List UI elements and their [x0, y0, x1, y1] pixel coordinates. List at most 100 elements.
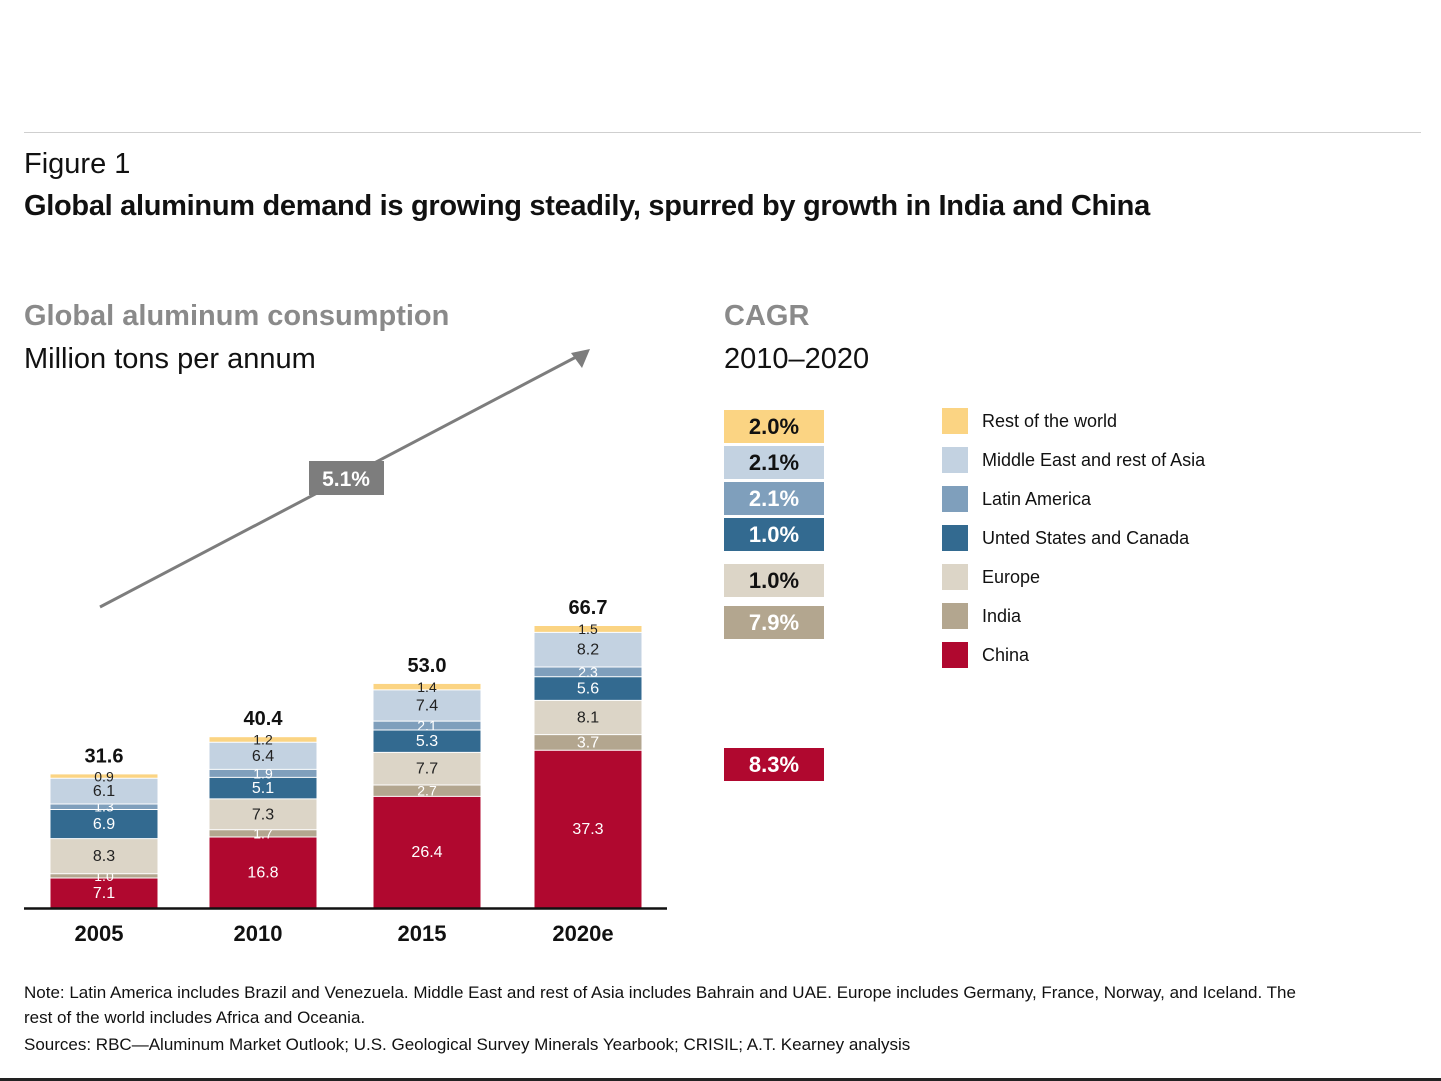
- bar-segment-unted-states-and-canada-2010: [209, 777, 317, 799]
- legend-swatch: [942, 603, 968, 629]
- legend-item-middle-east-asia: Middle East and rest of Asia: [942, 447, 1205, 473]
- segment-label-china: 26.4: [411, 844, 442, 861]
- legend-label: Europe: [982, 566, 1041, 587]
- bar-segment-unted-states-and-canada-2015: [373, 730, 481, 753]
- cagr-us-canada: 1.0%: [724, 518, 824, 551]
- legend-label: Rest of the world: [982, 410, 1118, 431]
- cagr-value: 2.1%: [748, 449, 800, 475]
- bar-segment-europe-2005: [50, 838, 158, 874]
- bar-segment-india-2015: [373, 784, 481, 797]
- segment-label-rest-of-the-world: 1.5: [578, 621, 598, 637]
- segment-label-india: 2.7: [417, 783, 437, 799]
- legend-swatch: [942, 564, 968, 590]
- legend-swatch: [942, 447, 968, 473]
- segment-label-middle-east-and-rest-of-asia: 8.2: [577, 642, 599, 659]
- legend-label: Middle East and rest of Asia: [982, 449, 1206, 470]
- bar-segment-china-2020e: [534, 750, 642, 908]
- growth-badge-label: 5.1%: [322, 468, 370, 491]
- x-tick-label: 2010: [234, 921, 283, 946]
- segment-label-unted-states-and-canada: 5.6: [577, 681, 599, 698]
- segment-label-europe: 8.3: [93, 848, 115, 865]
- cagr-value: 8.3%: [748, 751, 800, 777]
- segment-label-unted-states-and-canada: 5.1: [252, 780, 274, 797]
- bar-segment-unted-states-and-canada-2005: [50, 809, 158, 839]
- bar-segment-latin-america-2010: [209, 769, 317, 778]
- segment-label-rest-of-the-world: 1.2: [253, 732, 273, 748]
- figure-title: Global aluminum demand is growing steadi…: [24, 190, 1150, 222]
- bar-segment-india-2010: [209, 829, 317, 837]
- segment-label-china: 37.3: [572, 821, 603, 838]
- legend-label: Unted States and Canada: [982, 527, 1190, 548]
- cagr-latin-america: 2.1%: [724, 482, 824, 515]
- bar-total-label: 53.0: [408, 655, 447, 677]
- bar-total-label: 40.4: [244, 708, 284, 730]
- legend-label: China: [982, 644, 1030, 665]
- chart-title: Global aluminum consumption: [24, 300, 450, 332]
- segment-label-europe: 7.3: [252, 806, 274, 823]
- bar-segment-europe-2010: [209, 798, 317, 830]
- bar-segment-middle-east-and-rest-of-asia-2015: [373, 689, 481, 722]
- segment-label-middle-east-and-rest-of-asia: 6.4: [252, 748, 274, 765]
- growth-arrow-head: [571, 349, 590, 368]
- x-tick-label: 2015: [398, 921, 447, 946]
- legend-item-rest-of-world: Rest of the world: [942, 408, 1117, 434]
- segment-label-middle-east-and-rest-of-asia: 7.4: [416, 697, 438, 714]
- bar-segment-latin-america-2020e: [534, 667, 642, 677]
- bar-segment-europe-2020e: [534, 700, 642, 735]
- cagr-china: 8.3%: [724, 748, 824, 781]
- segment-label-china: 7.1: [93, 885, 115, 902]
- x-tick-label: 2005: [75, 921, 124, 946]
- cagr-value: 1.0%: [748, 521, 800, 547]
- bar-segment-india-2020e: [534, 734, 642, 751]
- bar-segment-china-2005: [50, 877, 158, 908]
- legend-label: Latin America: [982, 488, 1092, 509]
- bar-segment-middle-east-and-rest-of-asia-2020e: [534, 632, 642, 668]
- cagr-period: 2010–2020: [724, 343, 870, 375]
- cagr-value: 1.0%: [748, 567, 800, 593]
- bar-segment-china-2010: [209, 836, 317, 908]
- legend-swatch: [942, 642, 968, 668]
- legend-item-china: China: [942, 642, 1029, 668]
- bar-segment-middle-east-and-rest-of-asia-2010: [209, 742, 317, 770]
- segment-label-rest-of-the-world: 0.9: [94, 768, 114, 784]
- segment-label-china: 16.8: [247, 864, 278, 881]
- cagr-middle-east-asia: 2.1%: [724, 446, 824, 479]
- cagr-value: 7.9%: [748, 609, 800, 635]
- segment-label-latin-america: 2.3: [578, 664, 598, 680]
- bar-segment-rest-of-the-world-2015: [373, 683, 481, 690]
- bar-segment-unted-states-and-canada-2020e: [534, 676, 642, 701]
- bar-segment-india-2005: [50, 873, 158, 878]
- segment-label-middle-east-and-rest-of-asia: 6.1: [93, 783, 115, 800]
- cagr-india: 7.9%: [724, 606, 824, 639]
- bar-segment-latin-america-2005: [50, 803, 158, 810]
- cagr-value: 2.1%: [748, 485, 800, 511]
- top-divider: [24, 132, 1421, 133]
- bar-segment-europe-2015: [373, 752, 481, 785]
- segment-label-unted-states-and-canada: 5.3: [416, 733, 438, 750]
- bottom-divider: [0, 1078, 1441, 1081]
- legend-item-india: India: [942, 603, 1021, 629]
- cagr-title: CAGR: [724, 300, 810, 332]
- bar-segment-rest-of-the-world-2020e: [534, 626, 642, 633]
- bar-segment-middle-east-and-rest-of-asia-2005: [50, 778, 158, 804]
- segment-label-india: 3.7: [577, 734, 599, 751]
- footnote: Note: Latin America includes Brazil and …: [24, 983, 1296, 1027]
- legend-swatch: [942, 486, 968, 512]
- sources: Sources: RBC—Aluminum Market Outlook; U.…: [24, 1035, 911, 1054]
- cagr-rest-of-world: 2.0%: [724, 410, 824, 443]
- legend-item-latin-america: Latin America: [942, 486, 1091, 512]
- legend-item-us-canada: Unted States and Canada: [942, 525, 1189, 551]
- bar-total-label: 31.6: [85, 745, 124, 767]
- figure-label: Figure 1: [24, 148, 131, 180]
- growth-badge: [309, 461, 384, 495]
- bar-segment-china-2015: [373, 796, 481, 908]
- cagr-value: 2.0%: [748, 413, 800, 439]
- segment-label-europe: 8.1: [577, 710, 599, 727]
- segment-label-europe: 7.7: [416, 761, 438, 778]
- bar-total-label: 66.7: [569, 597, 608, 619]
- legend-swatch: [942, 525, 968, 551]
- segment-label-unted-states-and-canada: 6.9: [93, 816, 115, 833]
- bar-segment-rest-of-the-world-2010: [209, 737, 317, 743]
- bar-segment-rest-of-the-world-2005: [50, 774, 158, 779]
